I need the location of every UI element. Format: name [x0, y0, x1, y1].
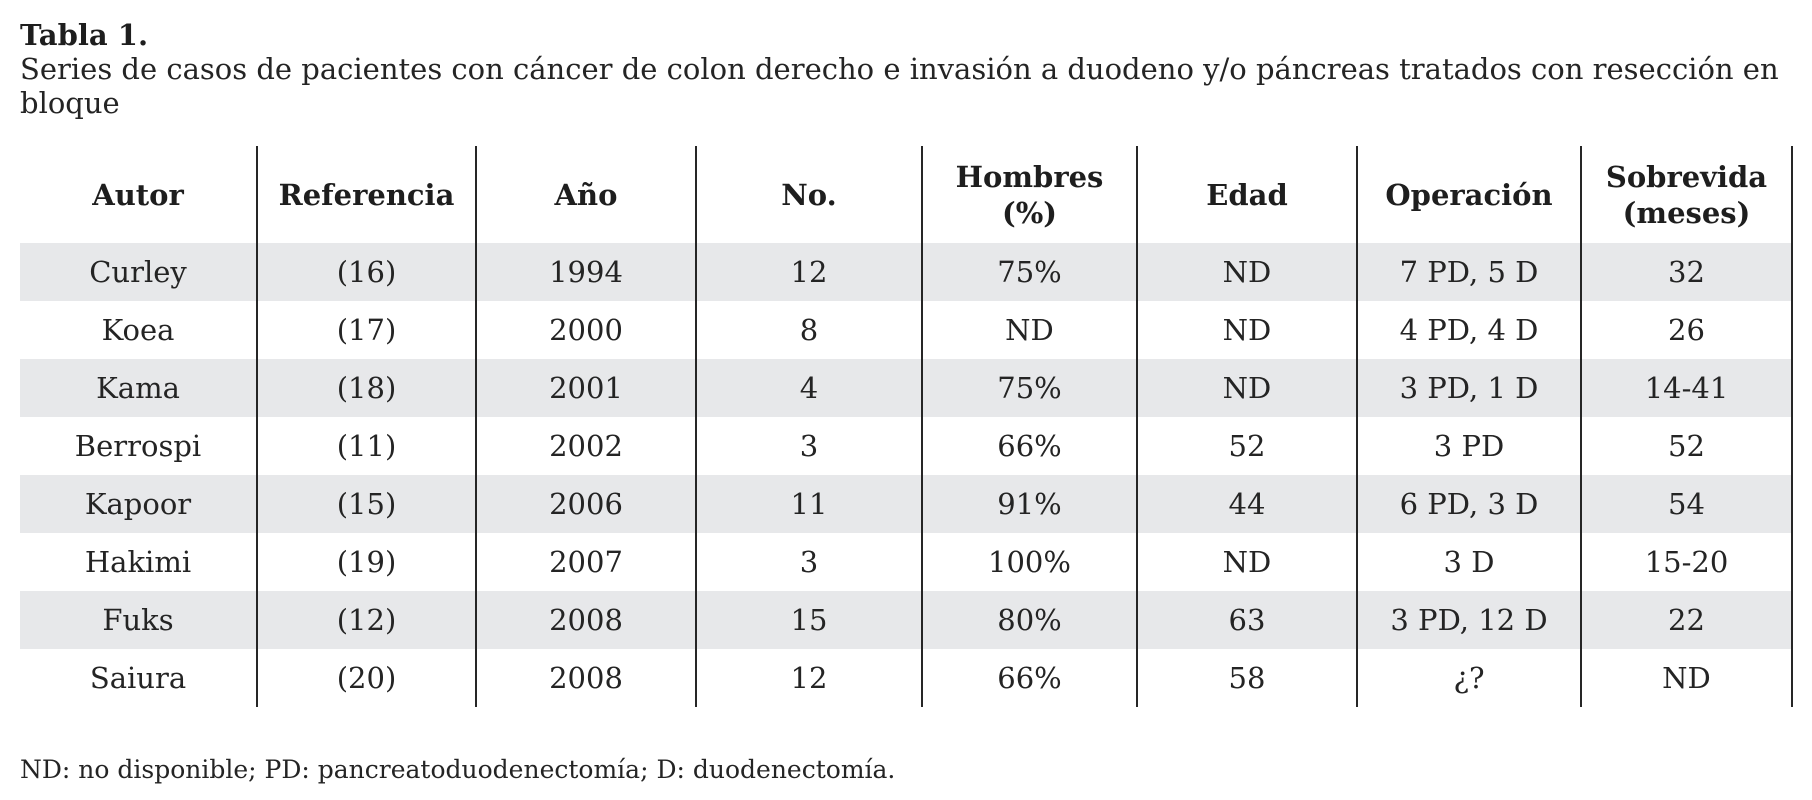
cell-edad: 44 — [1136, 475, 1357, 533]
table-row: Berrospi (11) 2002 3 66% 52 3 PD 52 — [20, 417, 1793, 475]
cell-autor: Berrospi — [74, 429, 202, 463]
header-line: No. — [781, 177, 837, 212]
cell-no: 12 — [695, 649, 922, 707]
table-row: Kama (18) 2001 4 75% ND 3 PD, 1 D 14-41 — [20, 359, 1793, 417]
cell-ano: 2001 — [475, 359, 696, 417]
column-header-sobrevida: Sobrevida (meses) — [1580, 146, 1793, 243]
cell-sobrevida: 32 — [1580, 243, 1793, 301]
cell-edad: ND — [1136, 301, 1357, 359]
header-line: Operación — [1385, 177, 1553, 212]
cell-no: 3 — [695, 417, 922, 475]
cell-referencia: (19) — [256, 533, 476, 591]
cell-operacion: 7 PD, 5 D — [1356, 243, 1581, 301]
header-line: Hombres — [955, 159, 1104, 194]
cell-ano: 2008 — [475, 649, 696, 707]
header-line: (meses) — [1622, 195, 1751, 230]
cell-sobrevida: 26 — [1580, 301, 1793, 359]
column-header-no: No. — [695, 146, 922, 243]
table-row: Koea (17) 2000 8 ND ND 4 PD, 4 D 26 — [20, 301, 1793, 359]
cell-edad: 58 — [1136, 649, 1357, 707]
cell-no: 8 — [695, 301, 922, 359]
header-line: Edad — [1206, 177, 1288, 212]
cell-sobrevida: ND — [1580, 649, 1793, 707]
cell-autor: Koea — [101, 313, 175, 347]
cell-no: 3 — [695, 533, 922, 591]
cell-ano: 1994 — [475, 243, 696, 301]
cell-edad: 52 — [1136, 417, 1357, 475]
header-row: Autor Referencia Año No. Hombres (%) Eda… — [20, 146, 1793, 243]
cell-hombres: 66% — [921, 417, 1137, 475]
cell-hombres: ND — [921, 301, 1137, 359]
cell-operacion: 3 D — [1356, 533, 1581, 591]
cell-no: 11 — [695, 475, 922, 533]
case-series-table: Autor Referencia Año No. Hombres (%) Eda… — [20, 146, 1793, 707]
header-line: Año — [554, 177, 618, 212]
cell-referencia: (17) — [256, 301, 476, 359]
cell-referencia: (16) — [256, 243, 476, 301]
cell-autor: Hakimi — [84, 545, 192, 579]
cell-hombres: 66% — [921, 649, 1137, 707]
cell-hombres: 100% — [921, 533, 1137, 591]
cell-hombres: 75% — [921, 243, 1137, 301]
cell-referencia: (20) — [256, 649, 476, 707]
header-line: (%) — [1002, 195, 1057, 230]
cell-sobrevida: 52 — [1580, 417, 1793, 475]
header-line: Sobrevida — [1605, 159, 1768, 194]
cell-edad: ND — [1136, 243, 1357, 301]
cell-ano: 2002 — [475, 417, 696, 475]
table-caption-line-2: bloque — [20, 86, 120, 120]
cell-sobrevida: 54 — [1580, 475, 1793, 533]
table-title: Tabla 1. — [20, 18, 149, 52]
column-header-edad: Edad — [1136, 146, 1357, 243]
cell-no: 4 — [695, 359, 922, 417]
cell-hombres: 80% — [921, 591, 1137, 649]
cell-sobrevida: 15-20 — [1580, 533, 1793, 591]
cell-sobrevida: 22 — [1580, 591, 1793, 649]
cell-operacion: 3 PD, 1 D — [1356, 359, 1581, 417]
cell-autor: Kapoor — [84, 487, 192, 521]
table-footnote: ND: no disponible; PD: pancreatoduodenec… — [20, 755, 896, 784]
cell-ano: 2000 — [475, 301, 696, 359]
cell-edad: ND — [1136, 533, 1357, 591]
table-caption-line-1: Series de casos de pacientes con cáncer … — [20, 52, 1779, 86]
cell-edad: ND — [1136, 359, 1357, 417]
column-header-autor: Autor — [20, 146, 257, 243]
cell-autor: Curley — [89, 255, 187, 289]
cell-operacion: ¿? — [1356, 649, 1581, 707]
cell-no: 12 — [695, 243, 922, 301]
cell-hombres: 75% — [921, 359, 1137, 417]
column-header-referencia: Referencia — [256, 146, 476, 243]
cell-ano: 2007 — [475, 533, 696, 591]
cell-autor: Saiura — [89, 661, 187, 695]
cell-referencia: (15) — [256, 475, 476, 533]
header-line: Referencia — [278, 177, 455, 212]
cell-edad: 63 — [1136, 591, 1357, 649]
column-header-ano: Año — [475, 146, 696, 243]
cell-no: 15 — [695, 591, 922, 649]
cell-referencia: (12) — [256, 591, 476, 649]
table-row: Fuks (12) 2008 15 80% 63 3 PD, 12 D 22 — [20, 591, 1793, 649]
table-row: Curley (16) 1994 12 75% ND 7 PD, 5 D 32 — [20, 243, 1793, 301]
column-header-hombres: Hombres (%) — [921, 146, 1137, 243]
table-row: Kapoor (15) 2006 11 91% 44 6 PD, 3 D 54 — [20, 475, 1793, 533]
column-header-operacion: Operación — [1356, 146, 1581, 243]
cell-referencia: (18) — [256, 359, 476, 417]
cell-ano: 2006 — [475, 475, 696, 533]
cell-referencia: (11) — [256, 417, 476, 475]
cell-ano: 2008 — [475, 591, 696, 649]
cell-hombres: 91% — [921, 475, 1137, 533]
cell-autor: Fuks — [102, 603, 174, 637]
cell-sobrevida: 14-41 — [1580, 359, 1793, 417]
cell-operacion: 6 PD, 3 D — [1356, 475, 1581, 533]
table-caption: Series de casos de pacientes con cáncer … — [20, 52, 1812, 120]
cell-operacion: 3 PD, 12 D — [1356, 591, 1581, 649]
table-row: Hakimi (19) 2007 3 100% ND 3 D 15-20 — [20, 533, 1793, 591]
header-line: Autor — [92, 177, 184, 212]
table-row: Saiura (20) 2008 12 66% 58 ¿? ND — [20, 649, 1793, 707]
cell-autor: Kama — [96, 371, 180, 405]
cell-operacion: 3 PD — [1356, 417, 1581, 475]
cell-operacion: 4 PD, 4 D — [1356, 301, 1581, 359]
